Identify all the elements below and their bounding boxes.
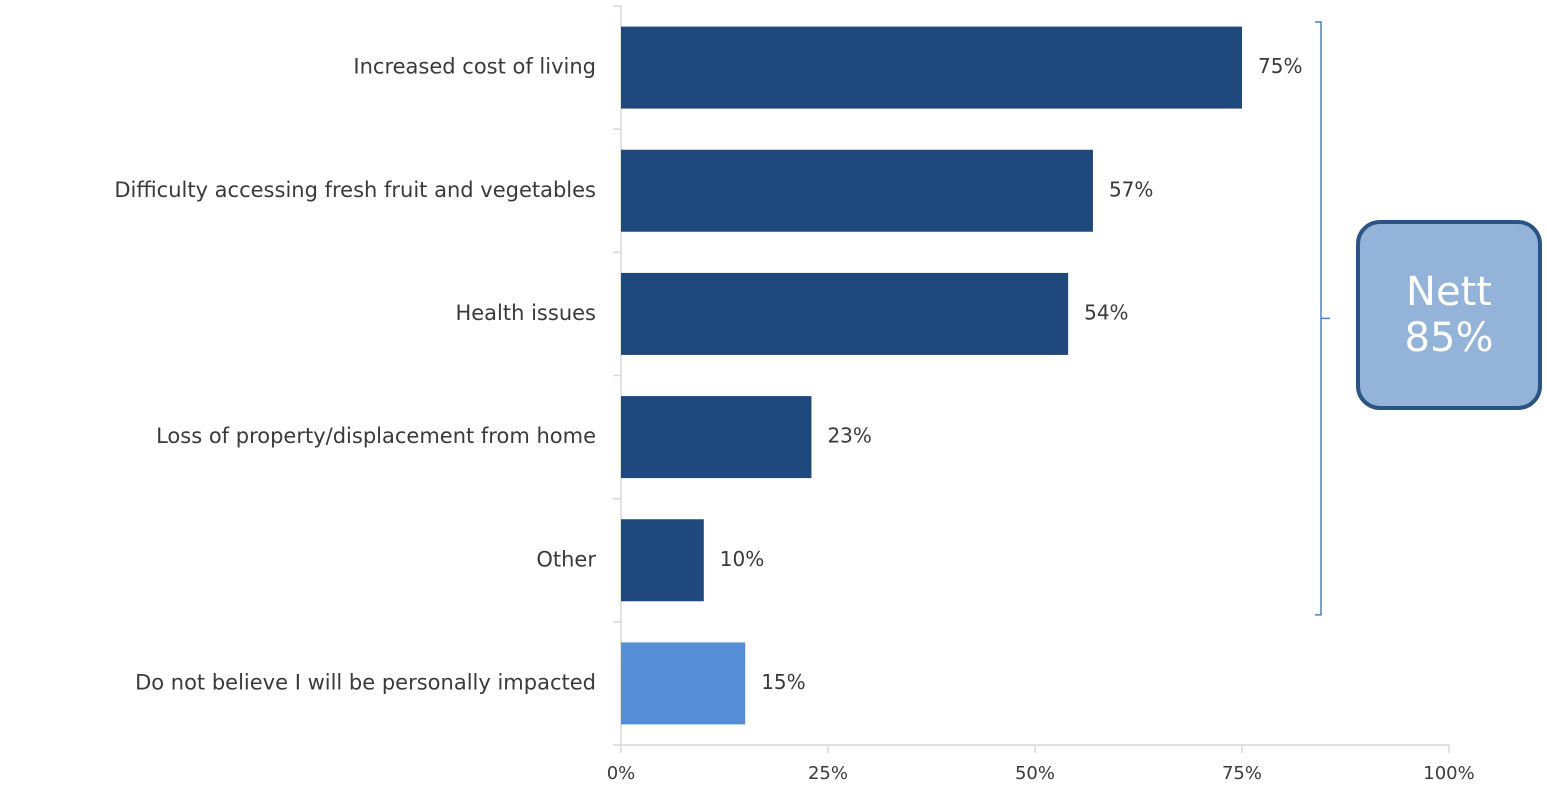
- data-label: 75%: [1258, 54, 1302, 78]
- category-label: Health issues: [455, 301, 596, 325]
- x-tick-label: 0%: [607, 763, 636, 784]
- data-label: 15%: [761, 670, 805, 694]
- x-tick-label: 25%: [808, 763, 848, 784]
- category-labels: Increased cost of living Difficulty acces…: [114, 55, 596, 695]
- bars: [621, 26, 1242, 725]
- x-axis-ticks: 0% 25% 50% 75% 100%: [607, 745, 1475, 784]
- axes: [613, 5, 1449, 746]
- bar: [621, 396, 812, 479]
- data-label: 54%: [1084, 300, 1128, 324]
- bar: [621, 149, 1093, 232]
- category-label: Increased cost of living: [353, 55, 596, 79]
- nett-label: Nett: [1406, 269, 1492, 315]
- nett-callout: Nett 85%: [1356, 220, 1542, 410]
- x-tick-label: 50%: [1015, 763, 1055, 784]
- x-tick-label: 75%: [1222, 763, 1262, 784]
- nett-bracket: [1315, 21, 1330, 616]
- bar: [621, 642, 746, 725]
- data-label: 23%: [827, 424, 871, 448]
- bar: [621, 519, 704, 602]
- category-label: Do not believe I will be personally impa…: [135, 670, 596, 694]
- bar: [621, 26, 1242, 109]
- x-tick-label: 100%: [1423, 763, 1474, 784]
- data-labels: 75% 57% 54% 23% 10% 15%: [720, 54, 1303, 694]
- data-label: 10%: [720, 547, 764, 571]
- category-label: Other: [536, 547, 596, 571]
- category-label: Loss of property/displacement from home: [156, 424, 596, 448]
- data-label: 57%: [1109, 177, 1153, 201]
- category-label: Difficulty accessing fresh fruit and veg…: [114, 178, 596, 202]
- nett-value: 85%: [1404, 315, 1494, 361]
- bar: [621, 272, 1069, 355]
